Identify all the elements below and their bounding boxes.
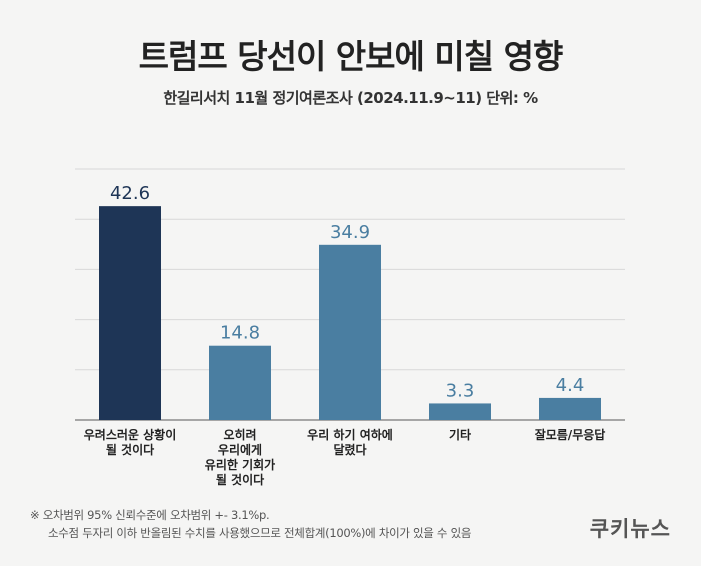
value-label-0: 42.6 [110,183,150,204]
category-label-3-line-0: 기타 [449,427,471,442]
bar-0 [99,206,161,420]
chart-subtitle: 한길리서치 11월 정기여론조사 (2024.11.9~11) 단위: % [163,89,538,107]
category-label-1-line-1: 우리에게 [218,442,262,457]
category-label-1-line-3: 될 것이다 [216,472,264,487]
chart-title: 트럼프 당선이 안보에 미칠 영향 [138,37,564,76]
bar-1 [209,345,271,420]
category-label-1-line-2: 유리한 기회가 [205,457,275,472]
category-label-1-line-0: 오히려 [223,427,256,442]
publisher-logo: 쿠키뉴스 [589,517,671,541]
bar-3 [429,403,491,420]
value-label-3: 3.3 [446,380,475,401]
category-label-4-line-0: 잘모름/무응답 [535,427,606,442]
category-label-2-line-1: 달렸다 [333,442,366,457]
bar-4 [539,397,601,420]
bar-2 [319,244,381,420]
category-label-0-line-1: 될 것이다 [106,442,154,457]
category-label-0-line-0: 우려스러운 상황이 [84,427,177,442]
category-label-2-line-0: 우리 하기 여하에 [307,427,393,442]
value-label-4: 4.4 [556,375,585,396]
value-label-2: 34.9 [330,222,370,243]
footnote-margin-of-error: ※ 오차범위 95% 신뢰수준에 오차범위 +- 3.1%p. [30,508,270,522]
value-label-1: 14.8 [220,323,260,344]
bars [99,206,601,420]
footnote-rounding: 소수점 두자리 이하 반올림된 수치를 사용했으므로 전체합계(100%)에 차… [48,526,472,540]
value-labels: 42.6 14.8 34.9 3.3 4.4 [110,183,584,401]
